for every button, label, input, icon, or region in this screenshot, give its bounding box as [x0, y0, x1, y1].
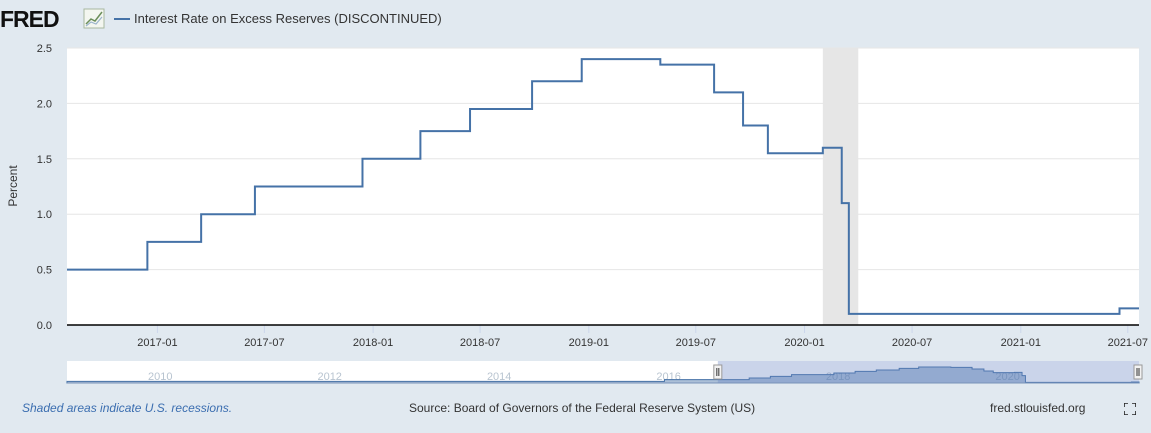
x-tick-label: 2017-07: [244, 337, 284, 349]
y-tick-label: 1.5: [37, 154, 52, 166]
fred-graph-icon: [83, 8, 105, 29]
navigator-area: [66, 366, 1140, 384]
chart[interactable]: 0.0 0.5 1.0 1.5 2.0 2.5 2017-01 2017-07 2018-01…: [0, 38, 1151, 390]
navigator-selection[interactable]: [713, 361, 1143, 383]
handle-body: [713, 364, 723, 380]
x-tick-label: 2021-01: [1001, 337, 1041, 349]
fullscreen-icon[interactable]: [1124, 403, 1136, 415]
recession-note: Shaded areas indicate U.S. recessions.: [22, 401, 233, 415]
legend-label: Interest Rate on Excess Reserves (DISCON…: [134, 11, 442, 26]
navigator-selected-range: [717, 361, 1139, 383]
chart-legend: Interest Rate on Excess Reserves (DISCON…: [114, 11, 442, 26]
series-line: [67, 58, 1139, 315]
y-axis-ticks: 0.0 0.5 1.0 1.5 2.0 2.5: [37, 43, 52, 332]
y-tick-label: 2.5: [37, 43, 52, 55]
x-tick-label: 2017-01: [137, 337, 177, 349]
navigator-label: 2012: [317, 371, 341, 383]
navigator-right-handle[interactable]: [1133, 364, 1143, 380]
navigator-label: 2014: [487, 371, 511, 383]
source-text: Source: Board of Governors of the Federa…: [409, 401, 756, 415]
navigator[interactable]: 201020122014201620182020: [66, 361, 1143, 384]
legend-swatch: [114, 17, 130, 20]
x-tick-label: 2020-07: [892, 337, 932, 349]
x-tick-label: 2020-01: [784, 337, 824, 349]
recession-shading: [822, 48, 859, 325]
handle-body: [1133, 364, 1143, 380]
plot-background: [67, 48, 1139, 325]
y-tick-label: 1.0: [37, 209, 52, 221]
y-tick-label: 2.0: [37, 98, 52, 110]
series-path: [67, 58, 1139, 315]
fred-logo[interactable]: FRED: [0, 6, 110, 32]
x-tick-label: 2021-07: [1108, 337, 1148, 349]
navigator-series: [66, 366, 1140, 384]
chart-header: FRED Interest Rate on Excess Reserves (D…: [0, 6, 700, 32]
x-tick-label: 2019-01: [569, 337, 609, 349]
x-tick-label: 2019-07: [676, 337, 716, 349]
fred-logo-text: FRED: [0, 6, 59, 32]
x-tick-label: 2018-07: [460, 337, 500, 349]
x-axis-ticks: 2017-01 2017-07 2018-01 2018-07 2019-01 2019-…: [137, 325, 1148, 349]
navigator-left-handle[interactable]: [713, 364, 723, 380]
navigator-background: [67, 361, 1139, 383]
navigator-label: 2010: [148, 371, 172, 383]
y-axis-title: Percent: [6, 165, 20, 207]
x-tick-label: 2018-01: [353, 337, 393, 349]
navigator-label: 2020: [995, 371, 1019, 383]
recession-band: [822, 48, 859, 325]
fred-url[interactable]: fred.stlouisfed.org: [990, 401, 1086, 415]
navigator-label: 2018: [826, 371, 850, 383]
y-tick-label: 0.5: [37, 265, 52, 277]
navigator-labels: 201020122014201620182020: [148, 371, 1020, 383]
y-tick-label: 0.0: [37, 320, 52, 332]
